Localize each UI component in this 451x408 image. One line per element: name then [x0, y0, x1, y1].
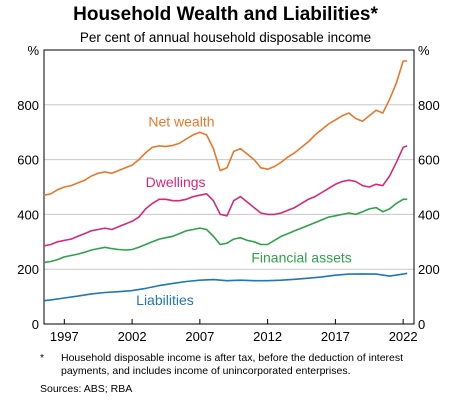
x-tick-label-2002: 2002 — [118, 329, 147, 344]
x-tick-label-2007: 2007 — [185, 329, 214, 344]
x-tick-label-2017: 2017 — [321, 329, 350, 344]
footnote-text: Household disposable income is after tax… — [61, 352, 404, 377]
y-tick-label-right-600: 600 — [418, 153, 440, 168]
y-tick-label-right-200: 200 — [418, 262, 440, 277]
y-tick-label-left-600: 600 — [17, 153, 39, 168]
y-tick-label-left-400: 400 — [17, 207, 39, 222]
y-tick-label-left-800: 800 — [17, 98, 39, 113]
x-tick-label-2012: 2012 — [253, 329, 282, 344]
y-tick-label-right-0: 0 — [418, 317, 425, 332]
series-label-dwellings: Dwellings — [146, 174, 206, 190]
series-label-liabilities: Liabilities — [136, 292, 194, 308]
chart-subtitle: Per cent of annual household disposable … — [79, 30, 372, 45]
x-tick-label-1997: 1997 — [50, 329, 79, 344]
series-line-net-wealth — [43, 60, 408, 196]
sources-note: Sources: ABS; RBA — [40, 383, 133, 395]
y-tick-label-right-400: 400 — [418, 207, 440, 222]
series-line-dwellings — [43, 145, 408, 247]
series-line-liabilities — [43, 272, 408, 302]
plot-frame — [43, 49, 415, 325]
line-chart: 0 0 200 200 400 400 600 600 800 800% % 1997 2002 2007… — [17, 43, 440, 344]
series-label-net-wealth: Net wealth — [148, 114, 214, 130]
y-tick-label-left-200: 200 — [17, 262, 39, 277]
footnote-mark: * — [40, 352, 45, 364]
x-tick-label-2022: 2022 — [389, 329, 418, 344]
y-unit-left: % — [27, 43, 39, 58]
series-label-financial-assets: Financial assets — [251, 249, 351, 265]
y-unit-right: % — [418, 43, 430, 58]
y-tick-label-left-0: 0 — [32, 317, 39, 332]
y-tick-label-right-800: 800 — [418, 98, 440, 113]
chart-title: Household Wealth and Liabilities* — [73, 4, 378, 25]
series-line-financial-assets — [43, 198, 408, 264]
